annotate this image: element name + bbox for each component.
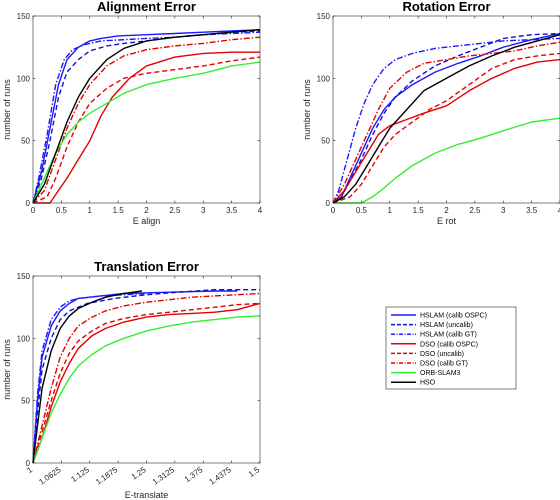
x-tick-label: 3 [201,206,206,215]
x-tick-label: 1.125 [69,465,91,484]
chart-title: Translation Error [94,259,199,274]
series-line-dso-calib-ospc [33,51,260,204]
chart-title: Rotation Error [402,0,490,14]
x-tick-label: 2.5 [469,206,481,215]
x-axis-label: E align [133,216,161,226]
x-tick-label: 1 [388,206,393,215]
x-tick-label: 0 [331,206,336,215]
x-tick-label: 1.4375 [208,465,234,487]
x-tick-label: 4 [258,206,263,215]
legend-label-hslam-calib-gt: HSLAM (calib GT) [420,332,477,339]
legend-label-hslam-calib-ospc: HSLAM (calib OSPC) [420,313,487,320]
series-line-hso [32,290,143,464]
x-tick-label: 0 [31,206,36,215]
series-line-dso-calib-ospc [332,58,560,204]
x-tick-label: 3 [501,206,506,215]
plot-area [33,276,260,463]
x-tick-label: 1.0625 [37,465,63,487]
y-tick-label: 0 [26,459,31,468]
x-tick-label: 1.375 [183,465,205,484]
legend-box [385,306,517,390]
x-tick-label: 1.1875 [94,465,120,487]
series-line-hslam-uncalib [32,289,260,464]
y-tick-label: 50 [21,137,30,146]
series-line-dso-calib-ospc [32,302,261,464]
legend-label-orb-slam3: ORB-SLAM3 [420,370,461,377]
x-tick-label: 1.25 [130,465,148,482]
x-axis-label: E-translate [125,490,169,500]
legend-label-hslam-uncalib: HSLAM (uncalib) [420,322,473,329]
y-tick-label: 100 [17,334,31,343]
y-axis-label: number of runs [2,339,12,400]
series-line-dso-uncalib [32,56,261,204]
axes-frame [32,275,261,464]
plot-area [33,16,260,203]
y-tick-label: 150 [317,12,331,21]
x-tick-label: 1.3125 [151,465,177,487]
x-tick-label: 1.5 [413,206,425,215]
y-tick-label: 50 [21,397,30,406]
x-tick-label: 3.5 [526,206,538,215]
series-line-dso-calib-gt [32,36,261,204]
x-tick-label: 1.5 [113,206,125,215]
y-tick-label: 150 [17,272,31,281]
series-line-orb-slam3 [333,117,560,204]
chart-title: Alignment Error [97,0,196,14]
y-tick-label: 50 [321,137,330,146]
series-line-hslam-calib-ospc [32,290,238,464]
legend-label-dso-calib-gt: DSO (calib GT) [420,361,468,368]
series-line-hso [32,29,261,204]
legend: HSLAM (calib OSPC) HSLAM (uncalib) HSLAM (… [385,306,517,390]
x-tick-label: 0.5 [56,206,68,215]
series-line-dso-calib-gt [332,41,560,204]
x-tick-label: 4 [558,206,560,215]
series-line-hso [332,34,560,204]
y-axis-label: number of runs [2,79,12,140]
y-axis-label: number of runs [302,79,312,140]
series-line-dso-uncalib [32,302,261,464]
y-tick-label: 100 [317,74,331,83]
x-tick-label: 2 [444,206,449,215]
rotation-error-plot: Rotation Error 0 0.5 1 1.5 2 2.5 3 3.5 4 0 50 100 150… [302,0,560,226]
x-tick-label: 0.5 [356,206,368,215]
legend-label-hso: HSO [420,380,436,387]
x-tick-label: 2.5 [169,206,181,215]
series-line-hslam-calib-ospc [332,32,560,204]
y-tick-label: 0 [26,199,31,208]
alignment-error-plot: Alignment Error 0 0.5 1 1.5 2 2.5 3 3.5 4 0 50 100 15… [2,0,263,226]
legend-label-dso-uncalib: DSO (uncalib) [420,351,464,358]
y-tick-label: 0 [326,199,331,208]
x-tick-label: 1.5 [247,465,262,479]
series-line-dso-uncalib [332,52,560,204]
x-tick-label: 1 [25,465,34,475]
series-line-orb-slam3 [32,315,261,464]
axes-frame [32,15,261,204]
x-axis-label: E rot [437,216,457,226]
legend-label-dso-calib-ospc: DSO (calib OSPC) [420,341,478,348]
y-tick-label: 100 [17,74,31,83]
x-tick-label: 2 [144,206,149,215]
series-line-hslam-calib-ospc [32,29,261,204]
axes-frame [332,15,560,204]
y-tick-label: 150 [17,12,31,21]
x-tick-label: 1 [88,206,93,215]
series-line-dso-calib-gt [32,292,261,464]
series-line-hslam-calib-gt [332,37,560,204]
x-tick-label: 3.5 [226,206,238,215]
